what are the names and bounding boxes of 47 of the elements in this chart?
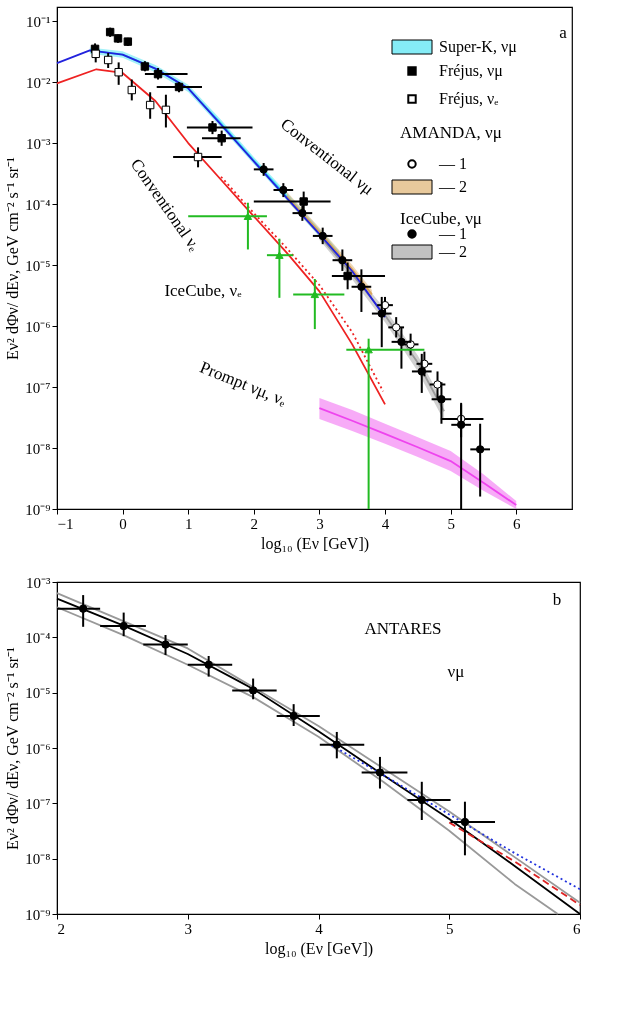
y-tick-label: 10⁻⁶ xyxy=(25,318,51,335)
legend-label: — 2 xyxy=(438,243,467,260)
y-tick-label: 10⁻⁴ xyxy=(25,196,51,213)
y-axis-title: Eν² dΦν/ dEν, GeV cm⁻² s⁻¹ sr⁻¹ xyxy=(4,156,22,360)
x-tick-label: 2 xyxy=(57,920,65,937)
y-tick-label: 10⁻⁸ xyxy=(25,440,51,457)
x-tick-label: 5 xyxy=(446,920,454,937)
legend-label: — 2 xyxy=(438,178,467,195)
legend-label: — 1 xyxy=(438,155,467,172)
x-axis-title: log₁₀ (Eν [GeV]) xyxy=(260,534,370,553)
y-tick-label: 10⁻⁵ xyxy=(25,257,51,274)
annotation: IceCube, νₑ xyxy=(164,281,243,300)
x-tick-label: 2 xyxy=(250,515,259,532)
x-tick-label: 4 xyxy=(315,920,324,937)
y-tick-label: 10⁻¹ xyxy=(26,13,51,30)
annotation: b xyxy=(552,590,562,609)
x-tick-label: 3 xyxy=(316,515,324,532)
y-tick-label: 10⁻³ xyxy=(26,574,51,591)
y-tick-label: 10⁻⁸ xyxy=(25,851,51,868)
y-tick-label: 10⁻⁷ xyxy=(25,379,51,396)
y-axis-title: Eν² dΦν/ dEν, GeV cm⁻² s⁻¹ sr⁻¹ xyxy=(4,646,22,850)
y-tick-label: 10⁻⁹ xyxy=(25,906,51,923)
y-tick-label: 10⁻⁴ xyxy=(25,629,51,646)
annotation: AMANDA, νμ xyxy=(400,123,502,142)
x-tick-label: 6 xyxy=(512,515,521,532)
x-tick-label: 4 xyxy=(381,515,390,532)
y-tick-label: 10⁻⁵ xyxy=(25,685,51,702)
y-tick-label: 10⁻⁶ xyxy=(25,740,51,757)
y-tick-label: 10⁻⁹ xyxy=(25,501,51,518)
x-tick-label: 0 xyxy=(119,515,127,532)
x-tick-label: −1 xyxy=(57,515,74,532)
x-tick-label: 1 xyxy=(184,515,193,532)
y-tick-label: 10⁻³ xyxy=(26,135,51,152)
legend-label: Super-K, νμ xyxy=(439,38,517,56)
y-tick-label: 10⁻² xyxy=(26,74,51,91)
annotation: ANTARES xyxy=(364,619,442,638)
legend-label: — 1 xyxy=(438,225,467,242)
x-tick-label: 3 xyxy=(184,920,192,937)
x-axis-title: log₁₀ (Eν [GeV]) xyxy=(264,939,374,958)
annotation: a xyxy=(559,23,568,42)
y-tick-label: 10⁻⁷ xyxy=(25,795,51,812)
x-tick-label: 6 xyxy=(573,920,581,937)
x-tick-label: 5 xyxy=(447,515,455,532)
annotation: IceCube, νμ xyxy=(400,209,482,228)
legend-label: Fréjus, νμ xyxy=(439,62,503,80)
annotation: νμ xyxy=(447,662,465,681)
legend-label: Fréjus, νₑ xyxy=(439,90,499,108)
